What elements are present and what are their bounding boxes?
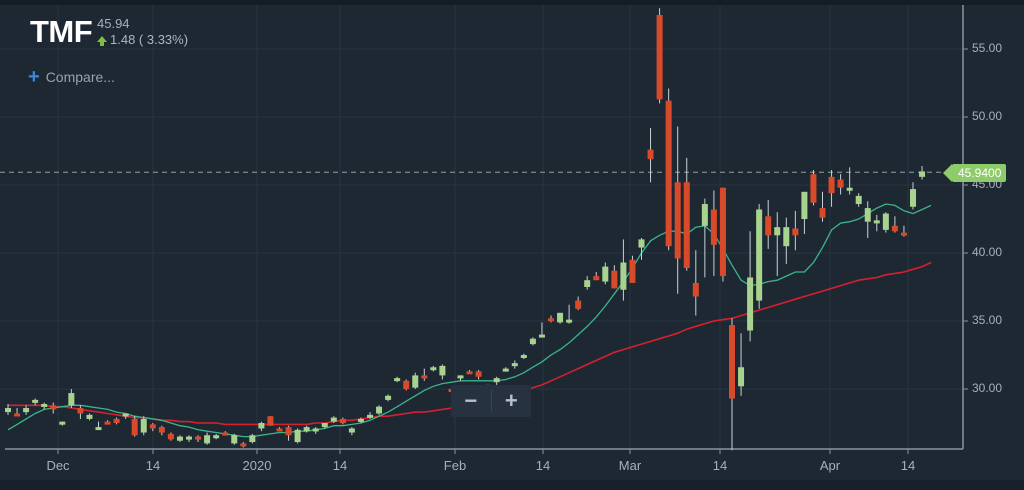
y-axis-label: 30.00 (972, 381, 1003, 395)
x-axis-label: Dec (46, 458, 70, 473)
price-change-value: 1.48 ( 3.33%) (110, 32, 189, 47)
price-change: 1.48 ( 3.33%) (97, 32, 188, 47)
x-axis-label: 14 (900, 458, 916, 473)
x-axis-label: Apr (819, 458, 841, 473)
last-price-tag: 45.9400 (942, 164, 1007, 182)
y-axis-label: 35.00 (972, 313, 1003, 327)
ticker-symbol: TMF (30, 14, 93, 49)
x-axis-label: 14 (712, 458, 728, 473)
x-axis-label: 14 (535, 458, 551, 473)
zoom-divider (490, 390, 492, 412)
x-axis-label: 14 (145, 458, 161, 473)
zoom-controls: − + (451, 385, 531, 417)
y-axis-label: 50.00 (972, 109, 1003, 123)
compare-label: Compare... (45, 69, 115, 85)
zoom-in-button[interactable]: + (504, 388, 518, 413)
y-axis-label: 55.00 (972, 41, 1003, 55)
x-axis-label: 14 (332, 458, 348, 473)
up-arrow-icon (97, 35, 107, 46)
top-border (0, 0, 1024, 5)
y-axis-label: 40.00 (972, 245, 1003, 259)
current-price: 45.94 (97, 16, 130, 31)
x-axis-label: 2020 (242, 458, 272, 473)
plus-icon: + (28, 66, 40, 88)
bottom-border (0, 480, 1024, 490)
compare-button[interactable]: + Compare... (28, 66, 115, 88)
x-axis-label: Feb (443, 458, 467, 473)
zoom-out-button[interactable]: − (464, 388, 478, 413)
x-axis-label: Mar (618, 458, 642, 473)
